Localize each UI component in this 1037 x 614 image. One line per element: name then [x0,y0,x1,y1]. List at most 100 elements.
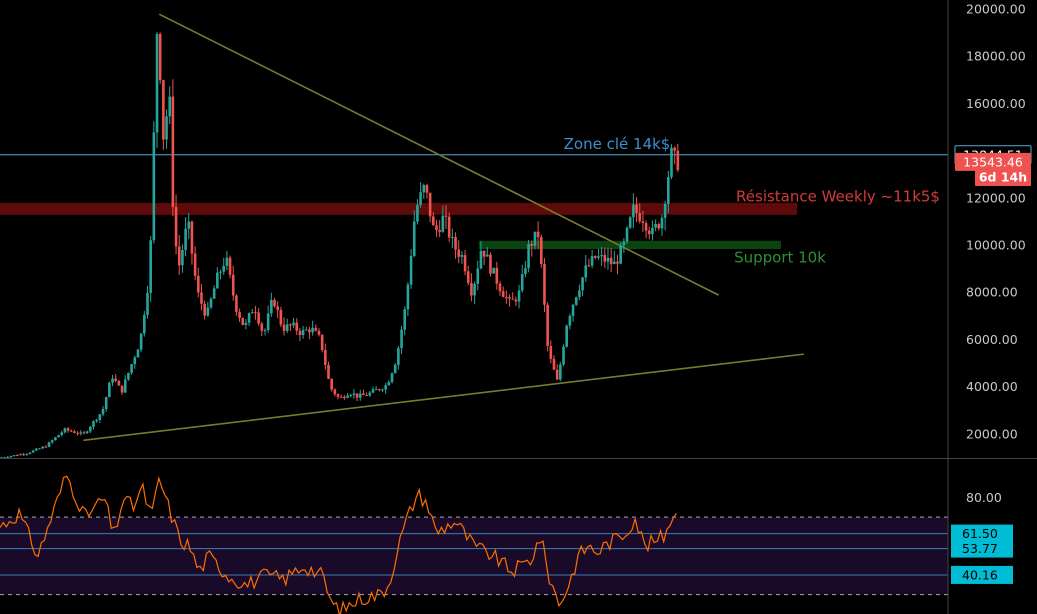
candle [273,299,276,307]
candle [295,322,299,331]
candle [60,432,64,436]
candle [419,192,422,205]
candle [92,421,95,427]
candle [28,452,32,454]
candle [136,349,140,358]
candle [451,237,454,239]
candle [238,311,241,318]
candle [187,221,191,229]
candle [111,378,114,383]
candle [212,288,216,299]
candle [314,327,318,331]
candle [571,304,575,316]
candle [660,217,664,229]
candle [524,268,527,275]
candle [35,448,38,451]
rsi-line [0,475,677,614]
candle [492,267,495,274]
candle [250,312,254,314]
candle [146,292,149,315]
candle [260,323,264,331]
candle [174,207,178,247]
candle [333,389,337,395]
candle [9,456,13,458]
candle [225,257,229,266]
candle [117,380,121,386]
candle [330,378,333,390]
candle [181,250,184,266]
candle [247,313,251,323]
candle [76,432,79,434]
candle [241,317,245,325]
y-tick-label: 18000.00 [966,49,1026,64]
candle [200,292,203,304]
candle [292,322,295,326]
candle [368,392,372,396]
candle [50,440,54,443]
candle [371,389,375,393]
rsi-pane[interactable] [0,475,948,614]
candle [387,382,391,386]
candle [203,303,206,316]
candle [425,185,429,193]
zone-1 [478,240,781,250]
candle [282,324,286,331]
candle [485,254,489,257]
candle [104,397,108,410]
rsi-badge-0 [951,524,1013,543]
candle [12,455,16,457]
candle [171,96,175,208]
candle [533,231,537,246]
candle [555,369,559,380]
annotation-resistance: Résistance Weekly ~11k5$ [736,187,940,205]
candle [358,393,362,398]
candle [47,442,51,447]
candle [384,385,387,390]
candle [289,324,292,326]
candle [0,457,3,459]
candle [216,272,219,289]
candle [597,256,600,258]
candle [536,231,540,238]
candle [15,455,19,457]
candle [219,271,222,273]
candle [378,389,381,391]
candle [619,245,622,264]
candle [520,274,524,291]
y-tick-label: 16000.00 [966,96,1026,111]
candle [38,448,41,450]
candle [298,330,302,336]
candle [270,299,273,314]
candle [177,246,181,266]
candle [355,393,359,398]
candle [441,215,445,232]
candle [381,389,384,391]
annotation-key-zone: Zone clé 14k$ [564,135,671,153]
y-tick-label: 12000.00 [966,190,1026,205]
candle [628,217,632,228]
candle [31,450,35,453]
candle [663,203,667,218]
candle [158,33,162,81]
candle [196,275,200,293]
candle [82,432,86,434]
rsi-badge-label-0: 61.50 [962,526,998,541]
candle [149,240,152,293]
candle [517,290,521,302]
candle [508,297,511,299]
y-tick-label: 4000.00 [966,379,1018,394]
candle [19,454,22,456]
candle [123,379,127,393]
candle [244,322,248,325]
candle [422,185,426,193]
candle [527,243,530,269]
candle [406,284,410,310]
candle [231,274,235,296]
candle [209,298,213,308]
candle [390,373,394,383]
candle [57,435,60,438]
candle [676,150,680,171]
